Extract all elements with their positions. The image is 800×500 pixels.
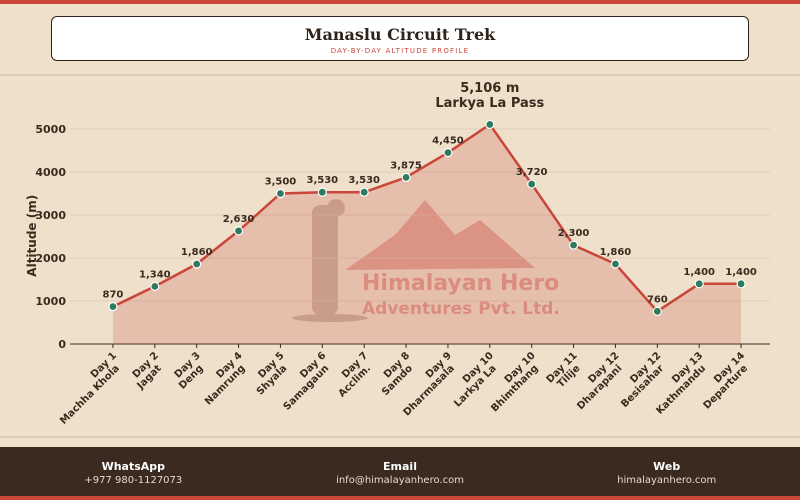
marker — [443, 148, 453, 158]
footer: WhatsApp +977 980-1127073 Email info@himala… — [0, 447, 800, 496]
area — [112, 124, 742, 344]
top-bar — [0, 0, 800, 4]
value-label: 2,300 — [558, 228, 590, 239]
watermark-text: Adventures Pvt. Ltd. — [362, 299, 560, 319]
x-tick-label: Day 5Shyala — [247, 350, 294, 397]
value-label: 2,630 — [223, 214, 255, 225]
value-label: 3,530 — [306, 175, 338, 186]
value-label: 1,400 — [725, 267, 757, 278]
contact-label: Email — [383, 460, 417, 473]
chart: Himalayan Hero Adventures Pvt. Ltd. 0 1000 2… — [0, 74, 800, 438]
value-label: 1,860 — [181, 247, 213, 258]
value-label: 4,450 — [432, 136, 464, 147]
contact-label: Web — [653, 460, 681, 473]
x-tick-label: Day 3Deng — [169, 350, 210, 391]
annotation-text: Larkya La Pass — [435, 96, 544, 111]
x-tick-label: Day 1Machha Khola — [50, 350, 126, 426]
contact: Email info@himalayanhero.com — [267, 447, 534, 496]
marker — [275, 188, 286, 199]
watermark-text: Himalayan Hero — [362, 271, 559, 296]
y-tick-label: 5000 — [35, 123, 66, 136]
value-label: 1,340 — [139, 269, 171, 280]
value-label: 3,875 — [390, 160, 422, 171]
contact: WhatsApp +977 980-1127073 — [0, 447, 267, 496]
x-tick-label: Day 2Jagat — [127, 350, 169, 392]
y-tick-label: 4000 — [35, 166, 66, 179]
x-tick-label: Day 11Tilije — [545, 350, 588, 393]
marker — [652, 306, 662, 316]
x-tick-label: Day 4Namrung — [195, 350, 252, 407]
contact: Web himalayanhero.com — [533, 447, 800, 496]
marker — [610, 259, 621, 269]
y-tick-label: 3000 — [35, 209, 66, 222]
value-label: 3,500 — [265, 177, 297, 188]
line — [112, 122, 742, 313]
marker — [150, 281, 160, 291]
y-tick-label: 1000 — [35, 295, 66, 308]
marker — [233, 226, 244, 236]
marker — [317, 187, 327, 197]
marker — [736, 279, 746, 289]
value-label: 1,860 — [600, 247, 632, 258]
marker — [192, 259, 202, 269]
marker — [401, 172, 411, 182]
marker — [108, 301, 118, 312]
marker — [359, 187, 369, 197]
title-box: Manaslu Circuit Trek DAY-BY-DAY ALTITUDE… — [51, 16, 749, 61]
y-tick-label: 2000 — [35, 252, 66, 265]
x-tick-label: Day 8Samdo — [372, 350, 420, 398]
y-axis-label: Altitude (m) — [25, 195, 39, 277]
contact-label: WhatsApp — [101, 460, 166, 473]
contact-value: +977 980-1127073 — [84, 475, 183, 486]
contact-value: info@himalayanhero.com — [336, 475, 464, 486]
value-label: 3,530 — [348, 175, 380, 186]
value-label: 3,720 — [516, 167, 548, 178]
marker — [485, 119, 495, 130]
bottom-bar — [0, 496, 800, 500]
title: Manaslu Circuit Trek — [304, 25, 496, 44]
marker — [694, 279, 704, 289]
value-label: 1,400 — [683, 267, 715, 278]
annotation-value: 5,106 m — [460, 81, 519, 96]
value-label: 870 — [103, 290, 124, 301]
x-tick-label: Day 7Acclim. — [329, 350, 378, 399]
marker — [527, 179, 537, 189]
y-tick-label: 0 — [58, 338, 66, 351]
value-label: 760 — [647, 294, 668, 305]
contact-value: himalayanhero.com — [617, 475, 717, 486]
marker — [568, 240, 579, 250]
subtitle: DAY-BY-DAY ALTITUDE PROFILE — [330, 47, 470, 55]
watermark-graphic — [292, 199, 535, 322]
